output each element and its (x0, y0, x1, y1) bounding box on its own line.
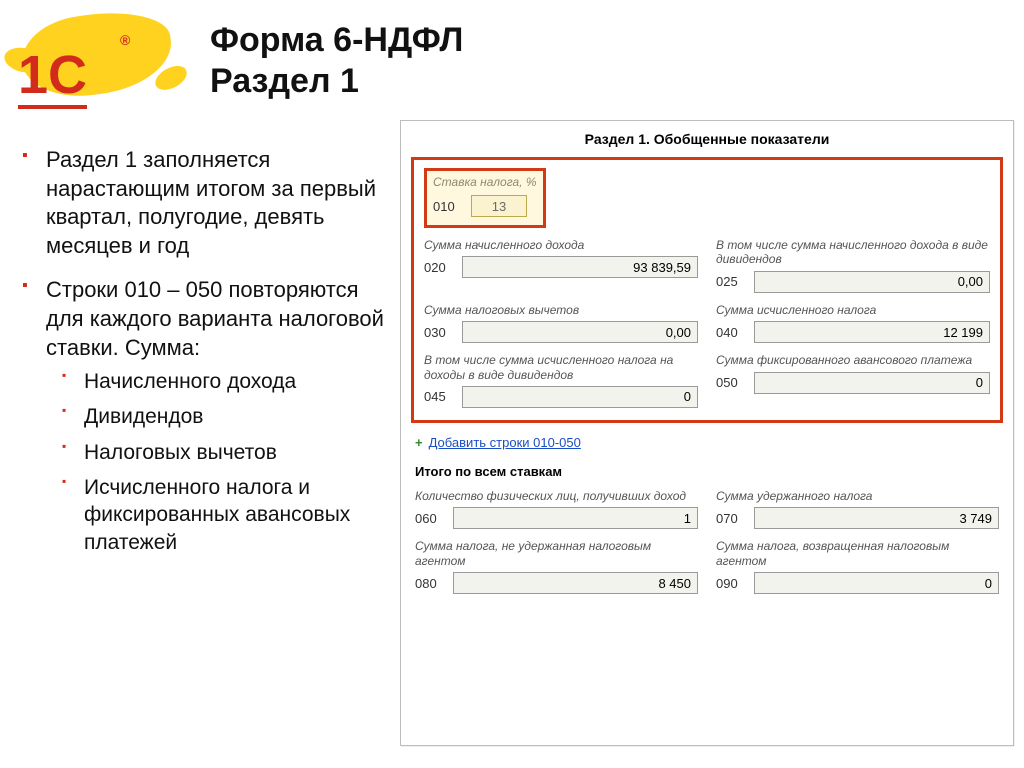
code-050: 050 (716, 375, 746, 390)
description-column: Раздел 1 заполняется нарастающим итогом … (22, 146, 394, 572)
label-040: Сумма исчисленного налога (716, 303, 990, 317)
label-070: Сумма удержанного налога (716, 489, 999, 503)
field-080[interactable]: 8 450 (453, 572, 698, 594)
label-090: Сумма налога, возвращенная налоговым аге… (716, 539, 999, 568)
field-050[interactable]: 0 (754, 372, 990, 394)
rate-highlight: Ставка налога, % 010 13 (424, 168, 546, 228)
field-010[interactable]: 13 (471, 195, 527, 217)
rate-label: Ставка налога, % (433, 175, 537, 189)
sub-bullet-1: Начисленного дохода (62, 368, 394, 395)
add-rows-link[interactable]: Добавить строки 010-050 (429, 435, 581, 450)
code-070: 070 (716, 511, 746, 526)
bullet-2-text: Строки 010 – 050 повторяются для каждого… (46, 277, 384, 359)
code-025: 025 (716, 274, 746, 289)
totals-heading: Итого по всем ставкам (415, 464, 1005, 479)
sub-bullet-2: Дивидендов (62, 403, 394, 430)
page-title: Форма 6-НДФЛ Раздел 1 (210, 20, 463, 102)
bullet-2: Строки 010 – 050 повторяются для каждого… (22, 276, 394, 556)
logo-text: 1С (18, 44, 87, 106)
field-020[interactable]: 93 839,59 (462, 256, 698, 278)
field-030[interactable]: 0,00 (462, 321, 698, 343)
sub-bullet-4: Исчисленного налога и фиксированных аван… (62, 474, 394, 556)
code-030: 030 (424, 325, 454, 340)
bullet-1: Раздел 1 заполняется нарастающим итогом … (22, 146, 394, 260)
label-060: Количество физических лиц, получивших до… (415, 489, 698, 503)
code-040: 040 (716, 325, 746, 340)
form-panel: Раздел 1. Обобщенные показатели Ставка н… (400, 120, 1014, 746)
code-060: 060 (415, 511, 445, 526)
code-080: 080 (415, 576, 445, 591)
panel-title: Раздел 1. Обобщенные показатели (409, 131, 1005, 147)
add-rows-row: + Добавить строки 010-050 (415, 435, 1005, 450)
field-070[interactable]: 3 749 (754, 507, 999, 529)
label-045: В том числе сумма исчисленного налога на… (424, 353, 698, 382)
field-025[interactable]: 0,00 (754, 271, 990, 293)
plus-icon: + (415, 435, 423, 450)
label-050: Сумма фиксированного авансового платежа (716, 353, 990, 367)
code-020: 020 (424, 260, 454, 275)
title-line-2: Раздел 1 (210, 61, 463, 102)
code-045: 045 (424, 389, 454, 404)
label-030: Сумма налоговых вычетов (424, 303, 698, 317)
logo: 1С ® (12, 14, 182, 104)
field-060[interactable]: 1 (453, 507, 698, 529)
logo-registered: ® (120, 32, 130, 48)
label-080: Сумма налога, не удержанная налоговым аг… (415, 539, 698, 568)
label-020: Сумма начисленного дохода (424, 238, 698, 252)
label-025: В том числе сумма начисленного дохода в … (716, 238, 990, 267)
field-045[interactable]: 0 (462, 386, 698, 408)
highlight-box: Ставка налога, % 010 13 Сумма начисленно… (411, 157, 1003, 423)
title-line-1: Форма 6-НДФЛ (210, 20, 463, 61)
code-010: 010 (433, 199, 463, 214)
sub-bullet-3: Налоговых вычетов (62, 439, 394, 466)
field-040[interactable]: 12 199 (754, 321, 990, 343)
code-090: 090 (716, 576, 746, 591)
field-090[interactable]: 0 (754, 572, 999, 594)
